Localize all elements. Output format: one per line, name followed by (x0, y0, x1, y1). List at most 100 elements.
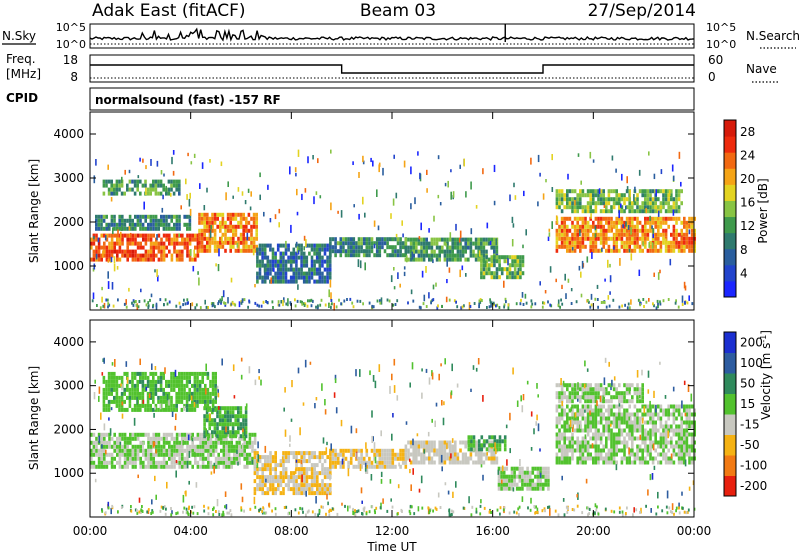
data-cell (615, 452, 618, 457)
data-cell (261, 455, 264, 460)
data-cell (349, 241, 353, 246)
data-cell (495, 267, 499, 272)
data-cell (503, 259, 507, 264)
data-cell (282, 459, 285, 464)
data-cell (203, 248, 206, 253)
data-cell (271, 479, 275, 484)
data-cell (168, 432, 171, 437)
data-cell (573, 232, 577, 237)
data-cell (172, 179, 176, 184)
data-cell (266, 275, 270, 280)
data-cell (292, 455, 296, 460)
data-cell (605, 305, 608, 309)
data-cell (399, 241, 402, 246)
data-cell (149, 226, 153, 231)
data-cell (512, 223, 515, 228)
data-cell (627, 225, 630, 230)
data-cell (149, 298, 151, 302)
data-cell (152, 452, 155, 457)
data-cell (302, 251, 306, 256)
data-cell (370, 241, 374, 246)
data-cell (147, 257, 150, 262)
data-cell (664, 244, 668, 249)
data-cell (631, 220, 634, 225)
data-cell (404, 460, 408, 465)
data-cell (607, 193, 611, 198)
data-cell (342, 237, 345, 242)
data-cell (258, 467, 262, 472)
data-cell (474, 241, 478, 246)
data-cell (467, 456, 470, 461)
data-cell (571, 248, 574, 253)
data-cell (675, 236, 678, 241)
data-cell (422, 460, 426, 465)
data-cell (618, 193, 621, 198)
data-cell (227, 464, 231, 469)
data-cell (326, 455, 329, 460)
data-cell (589, 209, 592, 214)
data-cell (269, 459, 272, 464)
data-cell (234, 303, 237, 307)
data-cell (607, 201, 611, 206)
data-cell (480, 447, 484, 452)
data-cell (644, 224, 647, 229)
data-cell (456, 253, 460, 258)
data-cell (558, 232, 561, 237)
data-cell (208, 220, 212, 225)
data-cell (641, 404, 644, 409)
data-cell (213, 236, 217, 241)
data-cell (212, 440, 215, 445)
data-cell (201, 387, 204, 392)
data-cell (123, 460, 127, 465)
data-cell (237, 426, 240, 431)
data-cell (515, 302, 518, 306)
data-cell (594, 244, 598, 249)
data-cell (612, 444, 616, 449)
data-cell (602, 216, 605, 221)
data-cell (376, 299, 379, 303)
data-cell (178, 379, 181, 384)
data-cell (636, 391, 639, 396)
data-cell (633, 387, 637, 392)
data-cell (126, 226, 129, 231)
data-cell (396, 241, 400, 246)
data-cell (146, 399, 150, 404)
data-cell (344, 448, 348, 453)
data-cell (261, 479, 264, 484)
data-cell (432, 298, 435, 302)
data-cell (690, 436, 694, 441)
noise-right-tick-top: 10^5 (706, 21, 736, 34)
data-cell (214, 391, 217, 396)
data-cell (420, 440, 423, 445)
data-cell (144, 464, 148, 469)
data-cell (229, 422, 232, 427)
data-cell (651, 205, 655, 210)
data-cell (469, 452, 473, 457)
data-cell (157, 375, 160, 380)
data-cell (618, 432, 621, 437)
data-cell (555, 420, 559, 425)
data-cell (644, 456, 647, 461)
data-cell (301, 302, 304, 306)
data-cell (641, 436, 644, 441)
data-cell (175, 187, 178, 192)
data-cell (136, 222, 140, 227)
data-cell (618, 408, 621, 413)
data-cell (430, 249, 434, 254)
data-cell (247, 244, 251, 249)
data-cell (592, 209, 595, 214)
data-cell (670, 216, 673, 221)
data-cell (334, 464, 337, 469)
data-cell (95, 440, 98, 445)
data-cell (644, 432, 647, 437)
data-cell (521, 263, 525, 268)
data-cell (269, 243, 272, 248)
data-cell (323, 459, 327, 464)
data-cell (404, 249, 408, 254)
data-cell (415, 440, 418, 445)
data-cell (638, 420, 642, 425)
data-cell (110, 399, 113, 404)
data-cell (300, 471, 303, 476)
data-cell (141, 214, 145, 219)
data-cell (581, 224, 585, 229)
